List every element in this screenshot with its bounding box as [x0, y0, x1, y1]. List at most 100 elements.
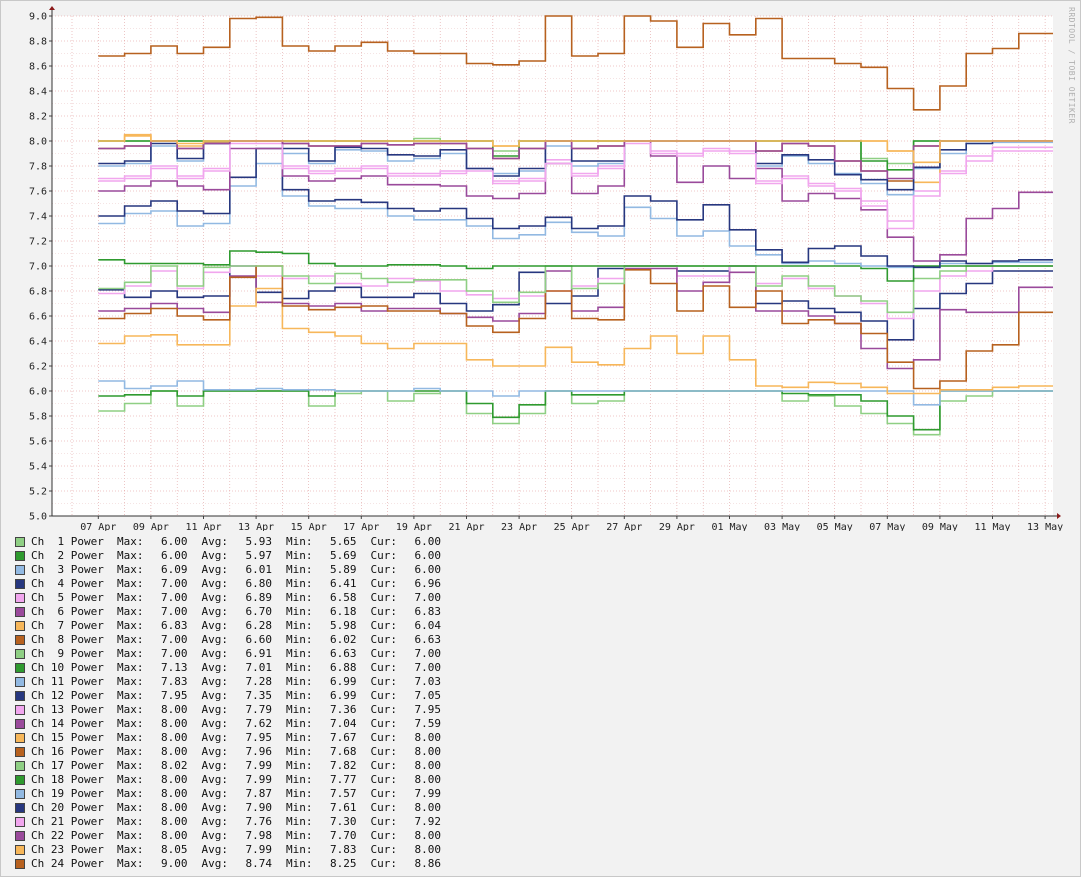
legend-series-name: Ch 24 Power [31, 857, 104, 870]
legend-max-value: 8.00 [161, 745, 188, 758]
legend-min-label: Min: [286, 801, 313, 814]
legend-cur-value: 7.95 [414, 703, 442, 716]
legend-min-label: Min: [286, 717, 313, 730]
legend-avg-label: Avg: [201, 549, 229, 562]
legend-series-name: Ch 18 Power [31, 773, 104, 786]
legend-avg-value: 7.99 [245, 773, 273, 786]
legend-swatch [15, 761, 25, 771]
axes [49, 6, 1061, 519]
legend-avg-label: Avg: [201, 703, 229, 716]
legend-avg-value: 7.99 [245, 843, 273, 856]
legend-max-value: 7.00 [161, 591, 188, 604]
x-tick-label: 21 Apr [448, 522, 484, 531]
legend-avg-label: Avg: [201, 857, 229, 870]
legend-series-name: Ch 8 Power [31, 633, 104, 646]
legend-max-value: 7.83 [161, 675, 188, 688]
legend-cur-value: 8.00 [414, 829, 442, 842]
legend-series-name: Ch 19 Power [31, 787, 104, 800]
x-tick-label: 29 Apr [659, 522, 695, 531]
legend-max-label: Max: [117, 801, 144, 814]
y-tick-label: 9.0 [29, 12, 47, 23]
y-tick-label: 5.4 [29, 462, 47, 473]
legend-cur-label: Cur: [370, 661, 398, 674]
legend-series-name: Ch 2 Power [31, 549, 104, 562]
legend-avg-label: Avg: [201, 843, 229, 856]
legend-swatch [15, 775, 25, 785]
legend-swatch [15, 551, 25, 561]
legend-row: Ch 4 Power Max: 7.00 Avg: 6.80 Min: 6.41 Cur: 6.… [15, 577, 615, 591]
legend-cur-label: Cur: [370, 675, 398, 688]
legend-max-label: Max: [117, 619, 144, 632]
legend-min-label: Min: [286, 759, 313, 772]
legend-min-label: Min: [286, 563, 313, 576]
legend-max-label: Max: [117, 605, 144, 618]
legend-min-label: Min: [286, 745, 313, 758]
legend-swatch [15, 565, 25, 575]
legend-swatch [15, 705, 25, 715]
legend-row: Ch 10 Power Max: 7.13 Avg: 7.01 Min: 6.88 Cur: 7… [15, 661, 615, 675]
legend-cur-label: Cur: [370, 605, 398, 618]
legend-avg-value: 7.76 [245, 815, 273, 828]
y-tick-label: 7.0 [29, 262, 47, 273]
legend-series-name: Ch 6 Power [31, 605, 104, 618]
legend-avg-label: Avg: [201, 717, 229, 730]
x-tick-label: 13 Apr [238, 522, 274, 531]
legend-max-value: 6.83 [161, 619, 188, 632]
legend-cur-label: Cur: [370, 591, 398, 604]
legend-avg-value: 6.80 [245, 577, 273, 590]
legend-min-label: Min: [286, 675, 313, 688]
legend-min-label: Min: [286, 689, 313, 702]
x-tick-label: 03 May [764, 522, 800, 531]
legend-series-name: Ch 22 Power [31, 829, 104, 842]
y-tick-label: 6.0 [29, 387, 47, 398]
legend-min-label: Min: [286, 619, 313, 632]
legend-cur-label: Cur: [370, 745, 398, 758]
legend-avg-label: Avg: [201, 815, 229, 828]
legend-min-label: Min: [286, 843, 313, 856]
legend-avg-value: 6.89 [245, 591, 273, 604]
legend-min-value: 7.30 [330, 815, 357, 828]
legend-min-value: 5.89 [330, 563, 357, 576]
legend-cur-value: 7.00 [414, 661, 442, 674]
legend-avg-label: Avg: [201, 563, 229, 576]
legend-swatch [15, 677, 25, 687]
legend-min-value: 6.99 [330, 689, 357, 702]
legend-series-name: Ch 15 Power [31, 731, 104, 744]
y-tick-label: 6.8 [29, 287, 47, 298]
legend-cur-label: Cur: [370, 619, 398, 632]
legend-row: Ch 6 Power Max: 7.00 Avg: 6.70 Min: 6.18 Cur: 6.… [15, 605, 615, 619]
series-line-3 [98, 380, 1053, 406]
legend-cur-value: 6.00 [414, 535, 442, 548]
legend-max-value: 7.95 [161, 689, 188, 702]
y-tick-label: 6.2 [29, 362, 47, 373]
legend-max-value: 7.00 [161, 647, 188, 660]
legend-max-label: Max: [117, 843, 144, 856]
legend-avg-label: Avg: [201, 759, 229, 772]
y-tick-label: 8.2 [29, 112, 47, 123]
legend-cur-label: Cur: [370, 773, 398, 786]
y-tick-label: 7.6 [29, 187, 47, 198]
legend-series-name: Ch 10 Power [31, 661, 104, 674]
legend: Ch 1 Power Max: 6.00 Avg: 5.93 Min: 5.65 Cur: 6.… [15, 535, 615, 871]
legend-row: Ch 3 Power Max: 6.09 Avg: 6.01 Min: 5.89 Cur: 6.… [15, 563, 615, 577]
legend-min-label: Min: [286, 647, 313, 660]
legend-avg-label: Avg: [201, 647, 229, 660]
legend-cur-value: 7.00 [414, 647, 442, 660]
legend-max-value: 7.00 [161, 605, 188, 618]
legend-cur-label: Cur: [370, 857, 398, 870]
legend-series-name: Ch 17 Power [31, 759, 104, 772]
legend-max-value: 8.00 [161, 703, 188, 716]
legend-cur-value: 7.00 [414, 591, 442, 604]
legend-max-label: Max: [117, 829, 144, 842]
legend-max-label: Max: [117, 787, 144, 800]
legend-row: Ch 2 Power Max: 6.00 Avg: 5.97 Min: 5.69 Cur: 6.… [15, 549, 615, 563]
legend-swatch [15, 635, 25, 645]
legend-max-value: 9.00 [161, 857, 188, 870]
legend-series-name: Ch 4 Power [31, 577, 104, 590]
legend-cur-value: 7.03 [414, 675, 442, 688]
legend-max-label: Max: [117, 703, 144, 716]
legend-avg-label: Avg: [201, 731, 229, 744]
legend-cur-label: Cur: [370, 647, 398, 660]
legend-min-value: 6.18 [330, 605, 357, 618]
x-tick-label: 15 Apr [291, 522, 327, 531]
